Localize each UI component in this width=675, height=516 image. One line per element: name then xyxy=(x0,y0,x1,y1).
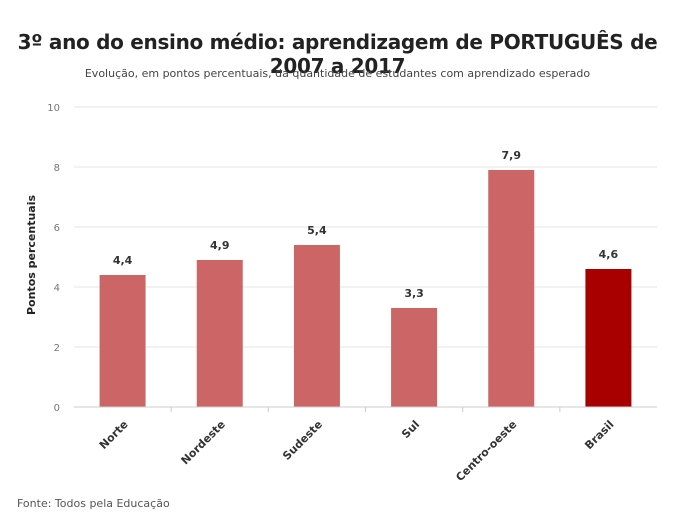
chart-subtitle: Evolução, em pontos percentuais, da quan… xyxy=(84,67,591,80)
y-axis-label: Pontos percentuais xyxy=(25,195,38,315)
category-label: Sudeste xyxy=(280,418,325,463)
y-tick-label: 10 xyxy=(47,103,60,114)
category-label: Norte xyxy=(97,418,131,452)
bar-centro-oeste xyxy=(488,170,535,407)
data-label: 4,4 xyxy=(113,254,133,267)
bar-sudeste xyxy=(293,245,340,407)
bar-brasil xyxy=(585,269,632,407)
y-axis-ticks: 0 2 4 6 8 10 xyxy=(47,103,60,414)
y-tick-label: 6 xyxy=(54,223,60,234)
bar-sul xyxy=(391,308,438,407)
data-labels: 4,4 4,9 5,4 3,3 7,9 4,6 xyxy=(113,149,619,300)
data-label: 3,3 xyxy=(404,287,424,300)
data-label: 7,9 xyxy=(502,149,522,162)
y-tick-label: 2 xyxy=(54,343,60,354)
category-label: Sul xyxy=(399,418,422,441)
bars xyxy=(99,170,632,407)
source-note: Fonte: Todos pela Educação xyxy=(17,497,170,510)
y-tick-label: 0 xyxy=(54,403,60,414)
category-labels: Norte Nordeste Sudeste Sul Centro-oeste Brasi… xyxy=(97,418,617,484)
category-label: Brasil xyxy=(582,418,616,452)
category-label: Centro-oeste xyxy=(453,418,519,484)
data-label: 4,6 xyxy=(599,248,619,261)
y-tick-label: 8 xyxy=(54,163,60,174)
data-label: 5,4 xyxy=(307,224,327,237)
bar-nordeste xyxy=(196,260,243,407)
data-label: 4,9 xyxy=(210,239,230,252)
gridlines xyxy=(74,106,657,408)
bar-norte xyxy=(99,275,146,407)
category-label: Nordeste xyxy=(179,418,228,467)
chart-title: 3º ano do ensino médio: aprendizagem de … xyxy=(17,30,658,78)
x-axis xyxy=(74,406,657,412)
y-tick-label: 4 xyxy=(54,283,60,294)
